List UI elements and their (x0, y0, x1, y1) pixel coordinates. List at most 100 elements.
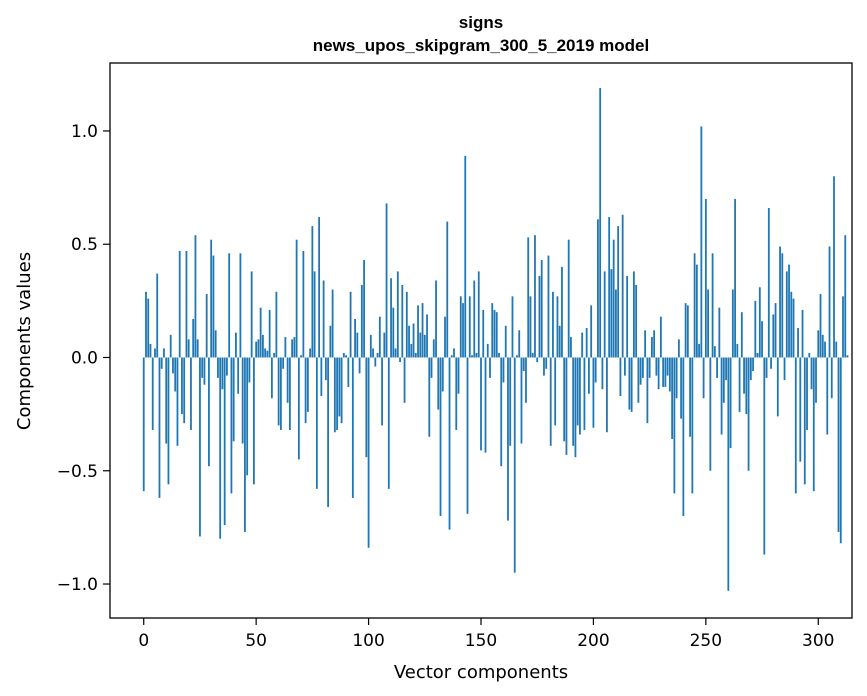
bar (360, 285, 363, 358)
bar (761, 321, 763, 358)
bar (821, 334, 824, 358)
bar (779, 246, 781, 358)
x-tick-label: 150 (465, 631, 497, 651)
bar (315, 357, 318, 489)
bar (329, 325, 332, 358)
bar (747, 357, 750, 471)
bar (698, 343, 700, 358)
bar (626, 275, 629, 358)
bar (457, 357, 460, 394)
bar (727, 357, 730, 591)
bar (489, 357, 491, 378)
bar (309, 348, 312, 358)
bar (628, 357, 631, 410)
bar (169, 334, 172, 358)
bar (194, 235, 197, 358)
bar (621, 214, 624, 358)
bar (534, 235, 536, 358)
bar (606, 357, 608, 433)
bar (466, 357, 469, 514)
y-tick-label: 0.5 (71, 235, 98, 255)
bar (686, 305, 689, 358)
x-tick-label: 200 (577, 631, 609, 651)
bar (716, 357, 718, 378)
bar (437, 357, 440, 410)
bar (356, 332, 359, 358)
bar (235, 332, 237, 358)
bar (484, 357, 487, 453)
bar (734, 198, 736, 358)
bar (219, 357, 222, 539)
bar (255, 341, 258, 358)
bar (563, 357, 566, 442)
bar (648, 357, 651, 378)
bar (257, 339, 260, 358)
bar (711, 253, 714, 358)
bar (403, 357, 406, 403)
bar (615, 289, 617, 358)
bar (297, 357, 300, 460)
bar (273, 352, 276, 358)
bar (185, 251, 188, 358)
bar (749, 357, 752, 381)
bar (237, 357, 240, 394)
bar (644, 330, 647, 358)
bar (567, 239, 570, 358)
bar (165, 357, 168, 444)
bar (781, 253, 784, 358)
bar (590, 305, 593, 358)
bar (367, 357, 370, 548)
bar (226, 357, 228, 376)
bar (322, 280, 325, 358)
bar (324, 357, 327, 381)
bar (785, 271, 788, 358)
bar (241, 357, 244, 444)
bar (504, 325, 507, 358)
bar (455, 357, 458, 430)
bar (659, 316, 662, 358)
bar (408, 325, 410, 358)
bar (617, 226, 620, 358)
bar (486, 343, 489, 358)
bar (363, 260, 365, 358)
bar (199, 357, 201, 537)
bar (713, 346, 716, 358)
bar (453, 348, 455, 358)
bar (410, 343, 413, 358)
bar (212, 255, 215, 358)
bar (689, 357, 692, 437)
bar (740, 312, 743, 358)
bar (538, 275, 541, 358)
x-axis-label: Vector components (394, 662, 568, 683)
bar (293, 337, 296, 358)
bar (174, 357, 177, 392)
bar (302, 251, 305, 358)
y-axis: −1.0 −0.5 0.0 0.5 1.0 (57, 122, 110, 595)
bar (540, 260, 543, 358)
bar (662, 357, 665, 387)
bar (160, 357, 163, 369)
bar (223, 357, 226, 526)
bar (671, 357, 674, 440)
bar (304, 357, 307, 424)
bar (448, 357, 451, 530)
bar (846, 355, 849, 358)
y-tick-label: 1.0 (71, 122, 98, 142)
bar (680, 357, 683, 419)
bar (794, 357, 797, 494)
bar (291, 339, 294, 358)
bar (704, 198, 707, 358)
bar (151, 357, 154, 430)
bar (641, 357, 644, 378)
bar (428, 357, 431, 437)
bar (203, 357, 206, 385)
bar (812, 357, 815, 492)
bar (387, 357, 390, 489)
bar (477, 271, 480, 358)
bar (210, 239, 213, 358)
bar (300, 355, 303, 358)
bar (369, 334, 372, 358)
bar (815, 357, 817, 403)
bar (765, 357, 768, 378)
